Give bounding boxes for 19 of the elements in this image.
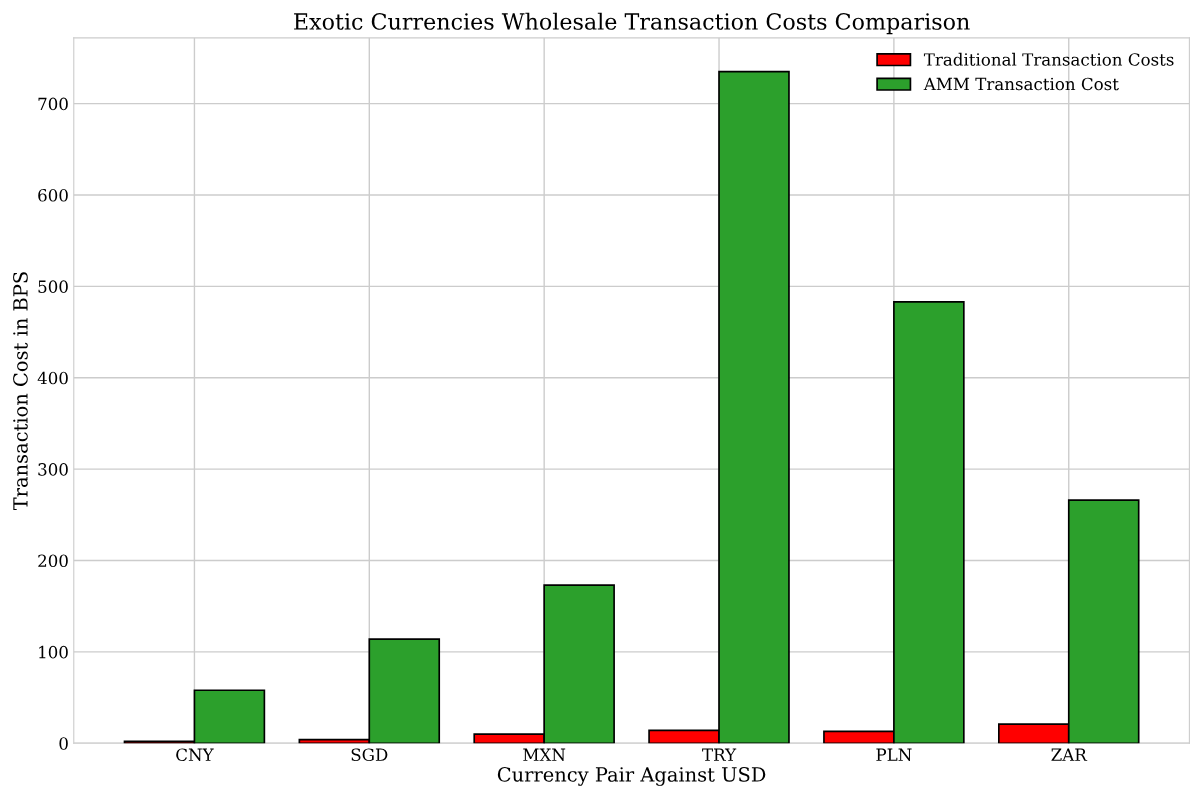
x-tick-label: PLN (876, 748, 912, 761)
x-tick-label: CNY (176, 748, 214, 761)
x-tick-label: SGD (351, 748, 388, 761)
y-tick-label: 100 (39, 645, 68, 659)
x-tick-label: TRY (702, 748, 737, 761)
y-tick-label: 700 (38, 97, 68, 111)
y-tick-label: 200 (38, 554, 68, 568)
x-axis-title: Currency Pair Against USD (497, 767, 766, 786)
y-tick-label: 0 (59, 737, 68, 750)
legend-label: AMM Transaction Cost (923, 77, 1119, 91)
y-tick-label: 600 (38, 188, 68, 202)
x-tick-label: MXN (523, 748, 566, 761)
y-tick-label: 500 (38, 280, 68, 293)
y-tick-label: 400 (37, 371, 68, 385)
legend-label: Traditional Transaction Costs (923, 52, 1174, 66)
y-axis-title: Transaction Cost in BPS (13, 272, 28, 511)
y-tick-label: 300 (38, 463, 68, 476)
chart-title: Exotic Currencies Wholesale Transaction Costs Comparison (294, 12, 970, 35)
x-tick-label: ZAR (1051, 748, 1088, 761)
